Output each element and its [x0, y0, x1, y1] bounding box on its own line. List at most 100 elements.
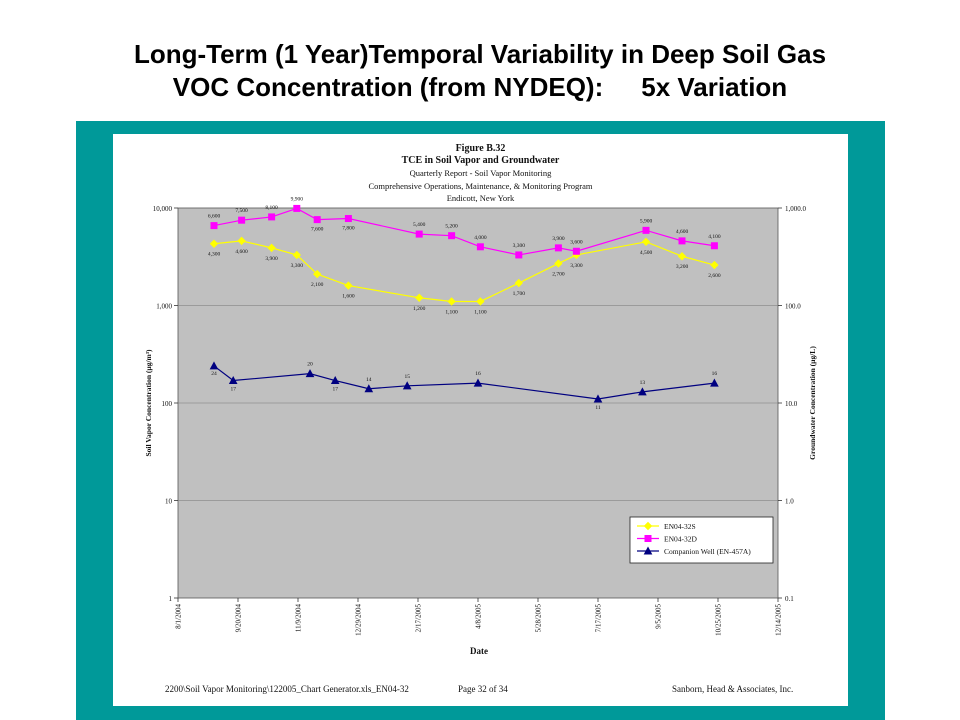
- slide-title-line-2-main: VOC Concentration (from NYDEQ):: [172, 72, 604, 102]
- series-layer: [209, 204, 719, 403]
- data-label-en04-32s: 4,500: [640, 250, 653, 256]
- data-point-en04-32s: [710, 260, 719, 270]
- y2-tick-label: 10.0: [785, 400, 798, 408]
- data-label-en04-32s: 4,600: [235, 249, 248, 255]
- y-tick-label: 1: [169, 595, 173, 603]
- data-point-en04-32d: [268, 213, 276, 221]
- data-point-en04-32d: [554, 244, 562, 252]
- series-line-companion-well-en-457a: [213, 365, 715, 400]
- data-label-en04-32d: 7,600: [311, 227, 324, 233]
- legend-box: [629, 516, 774, 564]
- data-point-companion-well-en-457a: [402, 381, 412, 390]
- data-point-en04-32s: [267, 243, 276, 253]
- data-label-companion-well-en-457a: 16: [712, 371, 718, 377]
- data-point-en04-32d: [448, 232, 456, 240]
- data-point-en04-32d: [293, 204, 301, 212]
- data-point-companion-well-en-457a: [638, 387, 647, 396]
- data-point-companion-well-en-457a: [228, 375, 238, 385]
- data-label-en04-32d: 4,000: [474, 235, 487, 241]
- footer-company: Sanborn, Head & Associates, Inc.: [672, 684, 794, 694]
- data-point-en04-32s: [554, 259, 563, 268]
- data-point-en04-32d: [415, 230, 423, 238]
- data-label-en04-32s: 1,600: [342, 294, 355, 300]
- figure-number: Figure B.32: [455, 143, 506, 154]
- data-point-en04-32d: [710, 242, 718, 250]
- data-label-en04-32d: 4,100: [708, 234, 721, 240]
- data-point-en04-32s: [677, 252, 687, 261]
- data-point-en04-32s: [209, 239, 219, 248]
- data-point-companion-well-en-457a: [473, 378, 483, 387]
- slide-title-line-1: Long-Term (1 Year)Temporal Variability i…: [133, 39, 827, 69]
- data-point-en04-32d: [572, 247, 580, 255]
- data-point-en04-32d: [642, 226, 650, 234]
- y2-tick-label: 1.0: [785, 498, 794, 506]
- legend-marker-en04-32d: [644, 535, 652, 542]
- x-axis-ticks: 8/1/2004 9/20/2004 11/9/2004 12/29/2004 2/17…: [175, 598, 783, 636]
- data-point-companion-well-en-457a: [209, 361, 219, 370]
- data-point-en04-32d: [210, 222, 218, 230]
- legend-label: EN04-32D: [664, 535, 697, 544]
- data-label-companion-well-en-457a: 14: [366, 377, 372, 383]
- slide-title-line-2: VOC Concentration (from NYDEQ): 5x Variat…: [0, 71, 960, 104]
- data-label-en04-32d: 4,600: [676, 229, 689, 235]
- data-label-companion-well-en-457a: 13: [640, 380, 646, 386]
- y-tick-label: 10,000: [153, 205, 173, 213]
- data-point-en04-32s: [476, 297, 485, 306]
- data-point-companion-well-en-457a: [330, 375, 340, 385]
- data-label-en04-32s: 1,100: [445, 309, 458, 315]
- x-tick-label: 2/17/2005: [415, 604, 423, 633]
- y-axis-left-ticks: 1 10 100 1,000 10,000: [153, 205, 178, 603]
- figure-subtitle-2: Comprehensive Operations, Maintenance, &…: [368, 181, 593, 191]
- data-point-en04-32d: [313, 216, 321, 224]
- data-label-companion-well-en-457a: 17: [332, 387, 338, 393]
- data-label-en04-32d: 6,600: [208, 214, 221, 220]
- data-label-en04-32d: 3,600: [570, 239, 583, 245]
- data-label-en04-32s: 2,700: [552, 271, 565, 277]
- x-axis-title: Date: [470, 646, 488, 656]
- y-axis-right-ticks: 0.1 1.0 10.0 100.0 1,000.0: [778, 205, 807, 603]
- footer-page-number: Page 32 of 34: [458, 684, 508, 694]
- data-point-en04-32s: [292, 250, 302, 260]
- slide-title-line-2-note: 5x Variation: [641, 72, 788, 102]
- data-point-en04-32s: [312, 269, 322, 279]
- data-label-en04-32s: 1,700: [513, 291, 526, 297]
- x-tick-label: 9/20/2004: [235, 604, 243, 633]
- y2-tick-label: 100.0: [785, 303, 801, 311]
- x-tick-label: 10/25/2005: [715, 604, 723, 636]
- data-label-en04-32s: 2,100: [311, 282, 324, 288]
- data-point-en04-32d: [678, 237, 686, 245]
- data-point-companion-well-en-457a: [593, 394, 603, 403]
- data-label-en04-32d: 5,200: [445, 224, 458, 230]
- data-point-en04-32d: [515, 251, 523, 259]
- legend-marker-companion-well-en-457a: [643, 546, 653, 555]
- data-point-en04-32s: [414, 293, 424, 302]
- data-label-en04-32s: 3,300: [291, 263, 304, 269]
- legend-label: Companion Well (EN-457A): [664, 547, 751, 556]
- data-label-en04-32d: 9,900: [291, 196, 304, 202]
- data-label-companion-well-en-457a: 16: [475, 371, 481, 377]
- y-tick-label: 100: [162, 400, 173, 408]
- y-tick-label: 10: [165, 498, 173, 506]
- x-tick-label: 8/1/2004: [175, 604, 183, 629]
- data-label-companion-well-en-457a: 15: [404, 374, 410, 380]
- data-label-companion-well-en-457a: 11: [595, 405, 601, 411]
- x-tick-label: 4/8/2005: [475, 604, 483, 629]
- data-label-en04-32s: 3,300: [570, 263, 583, 269]
- data-point-en04-32s: [641, 237, 651, 247]
- x-tick-label: 11/9/2004: [295, 604, 303, 633]
- data-point-en04-32d: [344, 215, 352, 223]
- data-label-en04-32d: 5,900: [640, 218, 653, 224]
- data-label-companion-well-en-457a: 17: [230, 387, 236, 393]
- data-label-companion-well-en-457a: 20: [307, 362, 313, 368]
- data-label-en04-32d: 7,800: [342, 226, 355, 232]
- data-point-companion-well-en-457a: [710, 378, 719, 387]
- x-tick-label: 5/28/2005: [535, 604, 543, 633]
- data-point-companion-well-en-457a: [305, 369, 315, 378]
- data-label-en04-32s: 1,100: [474, 309, 487, 315]
- y2-tick-label: 0.1: [785, 595, 794, 603]
- y-axis-title: Soil Vapor Concentration (µg/m³): [144, 349, 153, 457]
- data-label-en04-32s: 2,600: [708, 273, 721, 279]
- data-point-companion-well-en-457a: [364, 384, 374, 393]
- data-label-en04-32s: 3,900: [265, 256, 278, 262]
